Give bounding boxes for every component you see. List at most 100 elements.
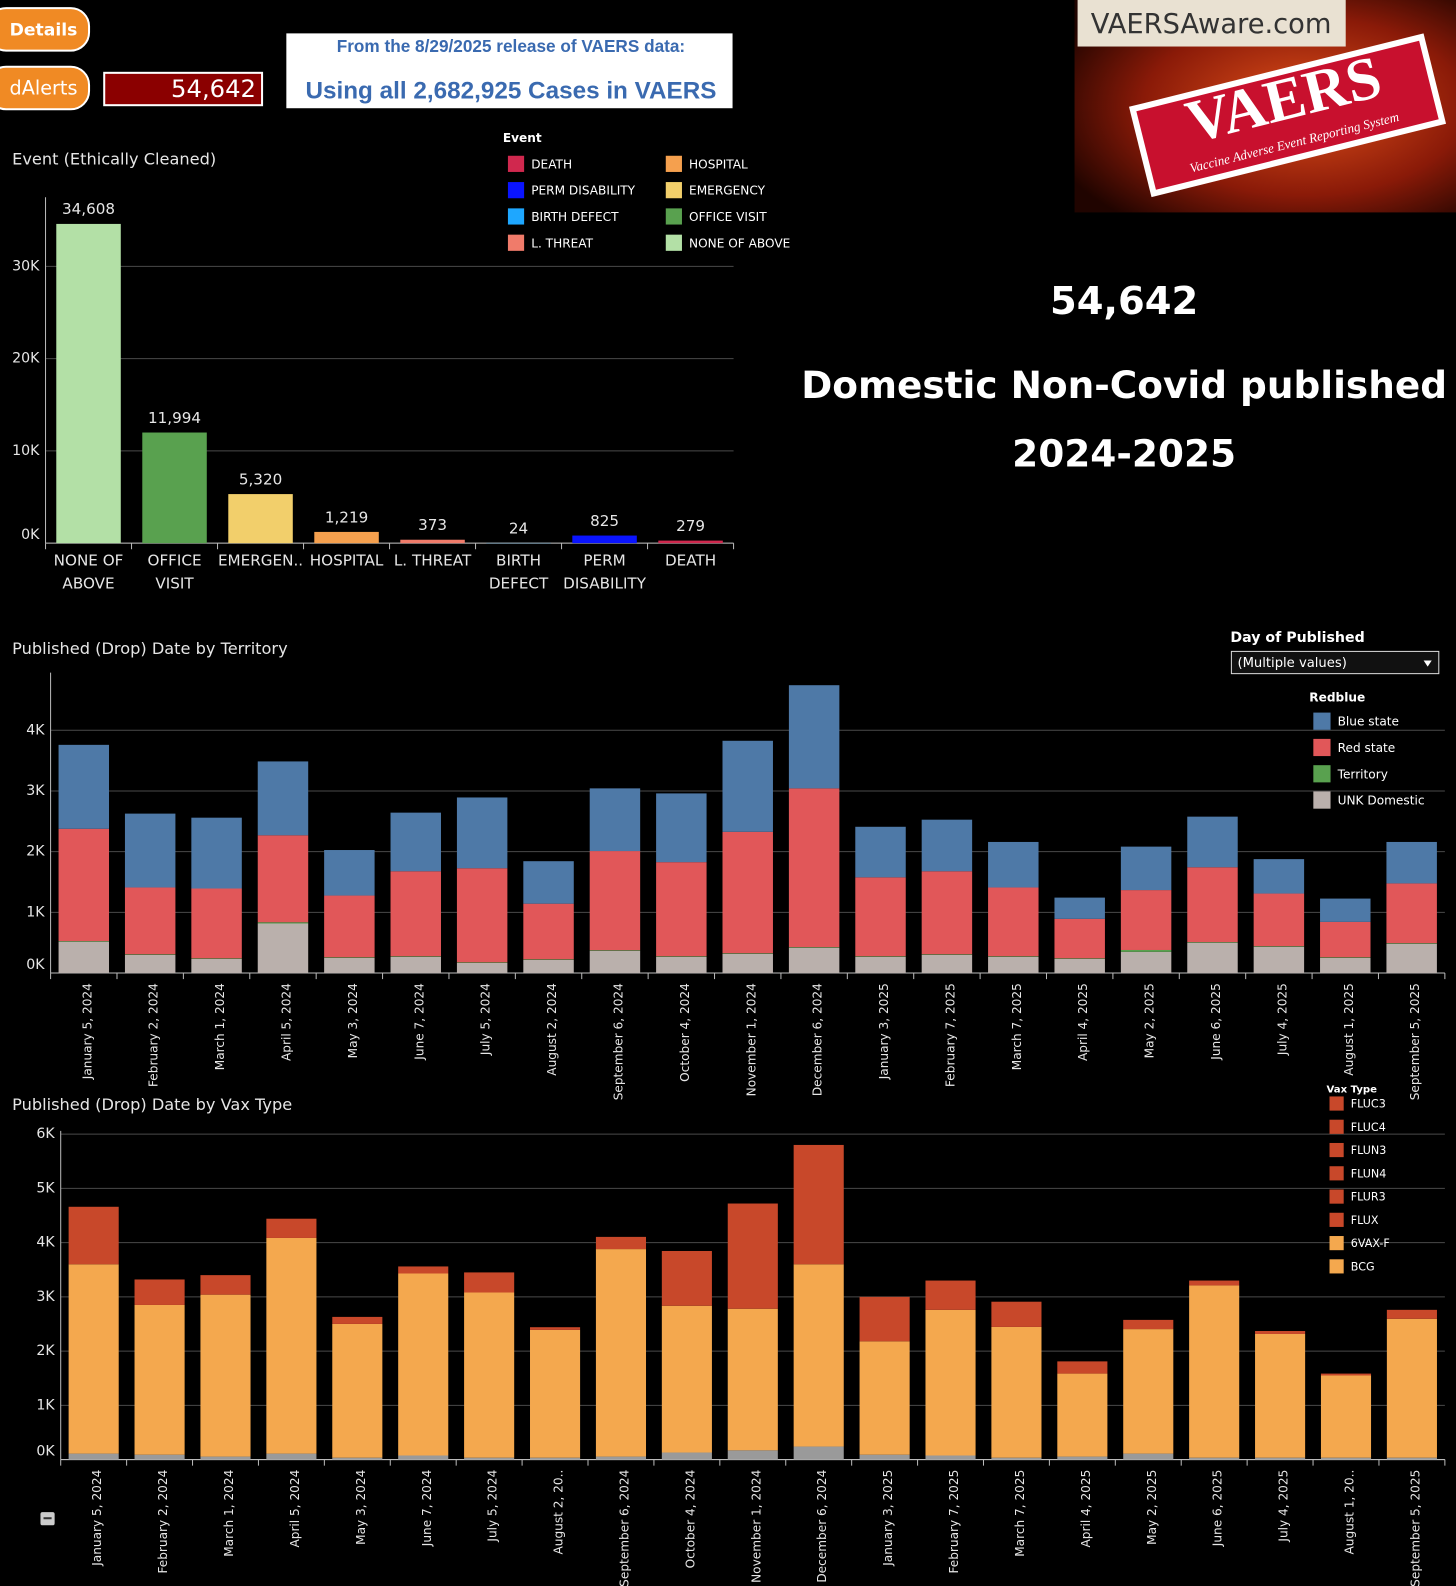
bar-segment — [200, 1275, 251, 1295]
bar-segment — [1057, 1373, 1108, 1457]
legend-swatch — [507, 155, 525, 172]
bar-segment — [266, 1237, 317, 1454]
bar-segment — [595, 1249, 647, 1457]
legend-swatch — [1329, 1166, 1344, 1181]
bar-segment — [855, 826, 906, 878]
x-tick-label: May 3, 2024 — [346, 983, 360, 1058]
bar-segment — [68, 1453, 119, 1460]
x-tick-label: July 4, 2025 — [1277, 1470, 1291, 1543]
bar-segment — [332, 1316, 383, 1324]
legend-label: NONE OF ABOVE — [689, 236, 790, 250]
bar-segment — [124, 813, 176, 888]
bar-segment — [991, 1301, 1042, 1327]
x-tick-text: BIRTH DEFECT — [488, 551, 549, 593]
details-button[interactable] — [0, 7, 91, 52]
legend-label: EMERGENCY — [689, 184, 766, 198]
x-tick-label: August 1, 2025 — [1342, 983, 1356, 1076]
x-tick-label: June 6, 2025 — [1211, 1470, 1225, 1548]
filter-dropdown[interactable] — [1230, 650, 1440, 675]
bar-segment — [1189, 1457, 1240, 1460]
bar-segment — [859, 1454, 910, 1460]
x-tick-label: March 1, 2024 — [213, 983, 227, 1070]
value-label: 279 — [676, 517, 705, 535]
bar-segment — [1120, 951, 1172, 974]
bar-segment — [464, 1457, 515, 1460]
legend-swatch — [1313, 791, 1331, 809]
y-tick-label: 0K — [26, 957, 45, 973]
x-tick-text: OFFICE VISIT — [147, 551, 202, 593]
bar-segment — [921, 819, 973, 872]
bar-segment — [332, 1457, 383, 1460]
bar-segment — [124, 954, 176, 955]
legend-swatch — [665, 234, 682, 251]
bar-segment — [390, 956, 441, 957]
x-tick-label: April 4, 2025 — [1079, 1470, 1093, 1548]
x-tick-label: March 7, 2025 — [1010, 983, 1024, 1070]
x-tick-label: BIRTH DEFECT — [488, 551, 549, 593]
bar-segment — [398, 1455, 449, 1460]
bar-segment — [464, 1272, 515, 1293]
bar-segment — [68, 1264, 119, 1454]
x-tick-label: PERM DISABILITY — [563, 551, 646, 592]
y-tick-label: 0K — [36, 1443, 55, 1459]
bar-segment — [727, 1450, 778, 1460]
chart-title: Event (Ethically Cleaned) — [12, 149, 216, 168]
bar-segment — [855, 877, 906, 957]
x-tick-label: May 3, 2024 — [354, 1469, 368, 1544]
bar-segment — [1386, 1457, 1437, 1460]
bar-segment — [1054, 897, 1105, 919]
bar-segment — [1054, 958, 1105, 959]
y-tick-label: 1K — [36, 1397, 55, 1413]
filter-value[interactable]: (Multiple values) — [1237, 656, 1346, 671]
bar-segment — [1253, 893, 1305, 947]
legend-swatch — [1313, 738, 1331, 757]
bar-segment — [722, 740, 773, 832]
bar-segment — [266, 1218, 317, 1238]
legend-title: Redblue — [1309, 690, 1365, 704]
value-label: 34,608 — [62, 200, 115, 218]
x-tick-label: May 2, 2025 — [1145, 1470, 1159, 1545]
x-tick-label: July 5, 2024 — [479, 983, 493, 1056]
x-tick-label: February 2, 2024 — [147, 983, 161, 1087]
legend: Redblue Blue state Red state Territory UNK D… — [1309, 690, 1425, 809]
bar-segment — [988, 841, 1039, 888]
bar-segment — [1320, 957, 1371, 974]
bar-segment — [390, 956, 441, 974]
dropdown-arrow[interactable] — [1423, 660, 1432, 667]
x-tick-label: DEATH — [665, 551, 716, 569]
legend-label: Blue state — [1338, 715, 1399, 729]
alerts-button[interactable] — [0, 65, 91, 111]
bar — [400, 539, 465, 544]
bar-segment — [1255, 1331, 1306, 1334]
bar-segment — [1120, 949, 1172, 952]
y-tick-label: 3K — [36, 1289, 55, 1305]
bar-segment — [1187, 942, 1238, 974]
legend-swatch — [665, 182, 682, 199]
y-tick-label: 1K — [26, 904, 45, 920]
bar-segment — [656, 862, 707, 957]
bar-segment — [1253, 946, 1305, 947]
alerts-count: 54,642 — [171, 74, 256, 103]
alerts-label[interactable]: dAlerts — [10, 77, 78, 100]
bar-segment — [1120, 846, 1172, 891]
bar-segment — [134, 1304, 185, 1455]
details-label[interactable]: Details — [10, 20, 78, 40]
bar-segment — [589, 950, 641, 951]
bar-segment — [58, 744, 110, 829]
site-name: VAERSAware.com — [1091, 9, 1332, 40]
bar-segment — [1386, 943, 1437, 974]
x-tick-label: February 7, 2025 — [947, 1470, 961, 1574]
bar-segment — [925, 1455, 976, 1460]
x-tick-text: NONE OF ABOVE — [53, 551, 124, 593]
x-tick-text: HOSPITAL — [309, 551, 384, 570]
y-tick-label: 6K — [36, 1126, 55, 1142]
bar-segment — [921, 871, 973, 955]
bar-segment — [1386, 1318, 1437, 1458]
cases-note: Using all 2,682,925 Cases in VAERS — [305, 77, 716, 104]
bar-segment — [921, 954, 973, 955]
bar-segment — [661, 1305, 712, 1453]
value-label: 1,219 — [325, 508, 368, 526]
legend-swatch — [1329, 1119, 1344, 1134]
